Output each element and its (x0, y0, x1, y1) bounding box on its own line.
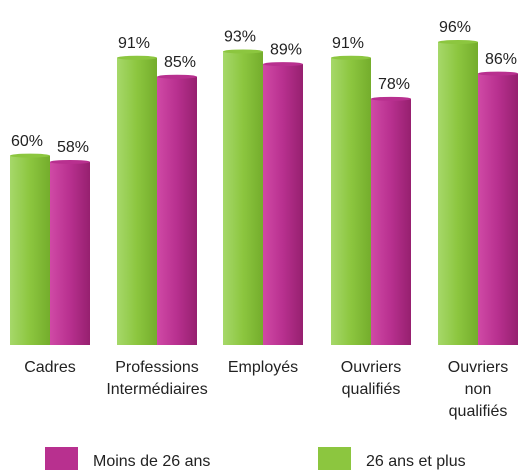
bar (10, 155, 50, 345)
value-label: 91% (332, 35, 364, 52)
bar-cap (263, 62, 303, 67)
x-tick-label: Employés (228, 359, 298, 376)
value-label: 58% (57, 139, 89, 156)
value-label: 78% (378, 76, 410, 93)
value-label: 89% (270, 41, 302, 58)
bar-cap (117, 55, 157, 60)
value-label: 86% (485, 51, 517, 68)
bar (223, 51, 263, 345)
bar (371, 98, 411, 345)
bar (117, 57, 157, 345)
bar-cap (371, 96, 411, 101)
bar (263, 64, 303, 345)
bar (50, 161, 90, 345)
bar (331, 57, 371, 345)
value-label: 96% (439, 19, 471, 36)
legend-swatch (45, 447, 78, 470)
bar-cap (331, 55, 371, 60)
bar-cap (10, 153, 50, 158)
value-label: 60% (11, 133, 43, 150)
x-tick-label: Cadres (24, 359, 76, 376)
value-label: 91% (118, 35, 150, 52)
x-tick-label: Professions Intermédiaires (106, 359, 207, 398)
legend-label: Moins de 26 ans (93, 453, 210, 470)
value-label: 85% (164, 54, 196, 71)
value-label: 93% (224, 29, 256, 46)
bar (438, 42, 478, 345)
legend-label: 26 ans et plus (366, 453, 466, 470)
bar-cap (50, 159, 90, 164)
bar (157, 76, 197, 345)
x-tick-label: Ouvriers qualifiés (341, 359, 401, 398)
bar-cap (438, 40, 478, 44)
bar-cap (478, 71, 518, 76)
x-tick-label: Ouvriers non qualifiés (448, 359, 508, 420)
bar-cap (223, 49, 263, 54)
bar-cap (157, 74, 197, 79)
legend-swatch (318, 447, 351, 470)
bar (478, 73, 518, 345)
